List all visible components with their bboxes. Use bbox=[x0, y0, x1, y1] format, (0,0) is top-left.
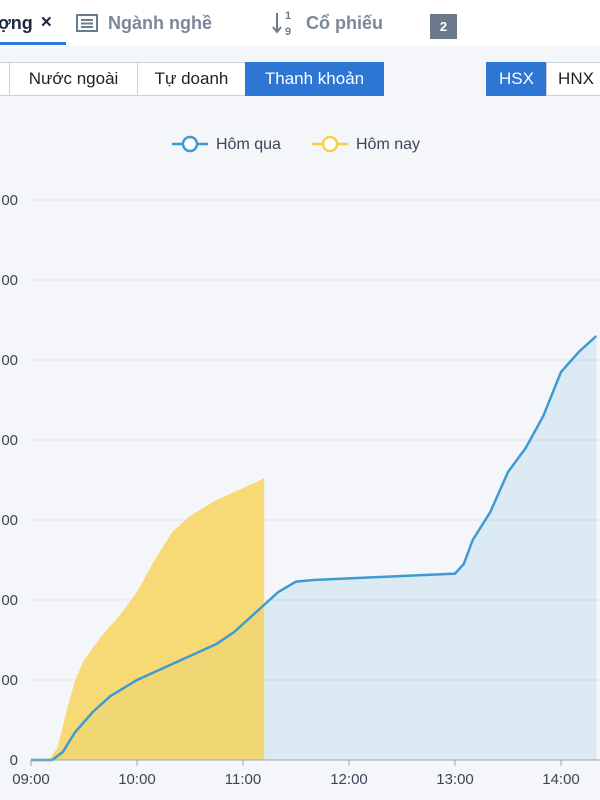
axes: 09:00 10:00 11:00 12:00 13:00 14:000000000000… bbox=[1, 192, 600, 788]
series-line-0 bbox=[31, 335, 598, 762]
sort-icon-top: 1 bbox=[285, 10, 291, 22]
exchange-hnx[interactable]: HNX bbox=[546, 62, 600, 96]
x-tick-label-5: 14:00 bbox=[542, 771, 580, 788]
tab-stocks[interactable]: 1 9 Cổ phiếu bbox=[272, 0, 383, 46]
x-tick-label-1: 10:00 bbox=[118, 771, 156, 788]
tab-industry[interactable]: Ngành nghề bbox=[76, 0, 212, 46]
filter-proprietary[interactable]: Tự doanh bbox=[137, 62, 246, 96]
active-tab-indicator bbox=[0, 42, 66, 45]
series-area-1 bbox=[31, 477, 265, 760]
filter-foreign[interactable]: Nước ngoài bbox=[9, 62, 138, 96]
y-tick-label-1: 00 bbox=[1, 672, 18, 689]
y-tick-label-7: 00 bbox=[1, 192, 18, 209]
legend-label-1: Hôm nay bbox=[356, 136, 420, 153]
x-tick-label-0: 09:00 bbox=[12, 771, 50, 788]
y-tick-label-4: 00 bbox=[1, 432, 18, 449]
x-tick-label-3: 12:00 bbox=[330, 771, 368, 788]
legend-item-1[interactable]: Hôm nay bbox=[312, 135, 420, 153]
tab-market-label: ợng bbox=[0, 12, 33, 33]
y-tick-label-3: 00 bbox=[1, 512, 18, 529]
y-tick-label-0: 0 bbox=[10, 752, 18, 769]
legend-marker-0 bbox=[181, 135, 199, 153]
filter-liquidity[interactable]: Thanh khoản bbox=[245, 62, 384, 96]
x-tick-label-2: 11:00 bbox=[225, 771, 261, 788]
y-tick-label-5: 00 bbox=[1, 352, 18, 369]
tab-stocks-label: Cổ phiếu bbox=[306, 12, 383, 33]
legend-item-0[interactable]: Hôm qua bbox=[172, 135, 281, 153]
close-icon[interactable]: × bbox=[40, 12, 52, 33]
legend-marker-1 bbox=[321, 135, 339, 153]
count-badge: 2 bbox=[430, 14, 457, 39]
series-lines bbox=[31, 335, 598, 762]
tab-industry-label: Ngành nghề bbox=[108, 12, 212, 33]
series-area-0 bbox=[31, 336, 597, 760]
series-areas bbox=[31, 336, 597, 760]
exchange-hsx[interactable]: HSX bbox=[486, 62, 547, 96]
liquidity-chart: 09:00 10:00 11:00 12:00 13:00 14:000000000000… bbox=[1, 135, 600, 788]
list-icon bbox=[76, 14, 98, 32]
grid-lines bbox=[31, 199, 600, 681]
x-tick-label-4: 13:00 bbox=[436, 771, 474, 788]
legend[interactable]: Hôm qua Hôm nay bbox=[172, 135, 420, 153]
y-tick-label-2: 00 bbox=[1, 592, 18, 609]
sort-numeric-icon: 1 9 bbox=[272, 10, 291, 37]
filter-bar: Nước ngoài Tự doanh Thanh khoản HSX HNX bbox=[0, 46, 600, 104]
sort-icon-bottom: 9 bbox=[285, 26, 291, 37]
legend-label-0: Hôm qua bbox=[216, 136, 281, 153]
tab-market[interactable]: ợng × bbox=[0, 0, 52, 46]
y-tick-label-6: 00 bbox=[1, 272, 18, 289]
tab-bar: ợng × Ngành nghề 1 9 Cổ phiếu 2 bbox=[0, 0, 600, 47]
